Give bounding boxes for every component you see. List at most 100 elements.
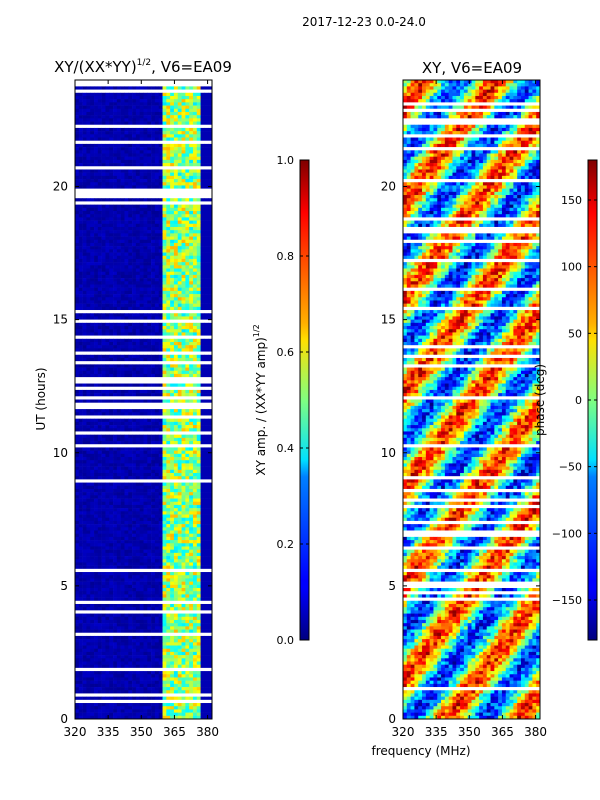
amp-heatmap-cell <box>158 329 163 333</box>
amp-heatmap-cell <box>120 575 125 579</box>
amp-heatmap-cell <box>208 258 213 263</box>
amp-heatmap-cell <box>113 517 118 522</box>
amp-heatmap-cell <box>162 511 167 515</box>
amp-heatmap-cell <box>185 399 190 403</box>
amp-heatmap-cell <box>78 565 83 570</box>
amp-heatmap-cell <box>132 175 137 180</box>
amp-heatmap-cell <box>162 214 167 218</box>
amp-heatmap-cell <box>75 588 80 592</box>
amp-heatmap-cell <box>116 584 121 589</box>
amp-heatmap-cell <box>154 163 160 167</box>
amp-heatmap-cell <box>162 603 167 608</box>
amp-heatmap-cell <box>75 230 80 234</box>
amp-heatmap-cell <box>173 348 179 352</box>
amp-heatmap-cell <box>177 540 182 544</box>
amp-heatmap-cell <box>113 246 118 250</box>
amp-heatmap-cell <box>113 252 118 257</box>
amp-heatmap-cell <box>170 207 175 212</box>
amp-heatmap-cell <box>166 594 171 598</box>
amp-heatmap-cell <box>151 153 156 157</box>
amp-heatmap-cell <box>204 543 209 547</box>
amp-heatmap-cell <box>204 466 209 471</box>
amp-heatmap-cell <box>86 549 91 554</box>
amp-heatmap-cell <box>139 86 144 90</box>
amp-heatmap-cell <box>132 300 137 304</box>
amp-heatmap-cell <box>97 488 102 493</box>
amp-heatmap-cell <box>75 297 80 301</box>
amp-heatmap-cell <box>204 393 209 397</box>
amp-heatmap-cell <box>162 236 167 241</box>
amp-heatmap-cell <box>208 274 213 279</box>
amp-heatmap-cell <box>75 92 80 97</box>
amp-heatmap-cell <box>170 556 175 560</box>
amp-heatmap-cell <box>132 482 137 487</box>
amp-heatmap-cell <box>75 508 80 512</box>
amp-heatmap-cell <box>208 345 213 349</box>
amp-heatmap-cell <box>139 575 144 579</box>
amp-heatmap-cell <box>78 559 83 563</box>
amp-heatmap-cell <box>143 594 148 598</box>
amp-heatmap-cell <box>75 418 80 423</box>
amp-heatmap-cell <box>200 572 205 576</box>
amp-heatmap-cell <box>200 524 205 528</box>
amp-heatmap-cell <box>139 533 144 538</box>
amp-heatmap-cell <box>105 182 110 186</box>
amp-heatmap-cell <box>143 313 148 317</box>
amp-heatmap-cell <box>94 495 99 499</box>
amp-heatmap-cell <box>154 546 160 550</box>
amp-heatmap-cell <box>189 204 194 209</box>
amp-heatmap-cell <box>105 220 110 225</box>
amp-heatmap-cell <box>147 169 152 173</box>
amp-heatmap-cell <box>143 530 148 534</box>
amp-heatmap-cell <box>82 457 87 461</box>
amp-heatmap-cell <box>158 210 163 215</box>
amp-heatmap-cell <box>166 575 171 579</box>
amp-heatmap-cell <box>116 517 121 522</box>
amp-heatmap-cell <box>143 597 148 602</box>
amp-heatmap-cell <box>158 393 163 397</box>
amp-heatmap-cell <box>120 514 125 519</box>
amp-heatmap-cell <box>177 498 182 503</box>
amp-heatmap-cell <box>120 492 125 496</box>
amp-heatmap-cell <box>120 572 125 576</box>
amp-heatmap-cell <box>158 597 163 602</box>
amp-heatmap-cell <box>147 578 152 582</box>
amp-heatmap-cell <box>82 603 87 608</box>
amp-heatmap-cell <box>132 492 137 496</box>
amp-heatmap-cell <box>177 111 182 116</box>
amp-heatmap-cell <box>75 447 80 451</box>
amp-heatmap-cell <box>97 236 102 241</box>
amp-heatmap-cell <box>113 552 118 557</box>
amp-heatmap-cell <box>135 575 140 579</box>
amp-heatmap-cell <box>147 460 152 464</box>
amp-heatmap-cell <box>158 150 163 154</box>
amp-heatmap-cell <box>208 565 213 570</box>
amp-heatmap-cell <box>154 559 160 563</box>
amp-heatmap-cell <box>78 575 83 579</box>
amp-heatmap-cell <box>143 226 148 231</box>
amp-heatmap-cell <box>120 597 125 602</box>
amp-heatmap-cell <box>177 262 182 266</box>
amp-heatmap-cell <box>116 425 121 429</box>
amp-heatmap-cell <box>135 274 140 279</box>
amp-heatmap-cell <box>189 492 194 496</box>
amp-heatmap-cell <box>105 265 110 269</box>
amp-heatmap-cell <box>90 179 95 183</box>
amp-heatmap-cell <box>94 233 99 237</box>
amp-heatmap-cell <box>90 326 95 330</box>
amp-heatmap-cell <box>109 137 114 142</box>
amp-heatmap-cell <box>101 210 106 215</box>
amp-heatmap-cell <box>173 156 179 161</box>
amp-heatmap-cell <box>192 364 198 368</box>
amp-heatmap-cell <box>154 217 160 221</box>
amp-heatmap-cell <box>189 236 194 241</box>
amp-heatmap-cell <box>86 556 91 560</box>
amp-heatmap-cell <box>185 546 190 550</box>
amp-heatmap-cell <box>173 306 179 311</box>
amp-heatmap-cell <box>124 153 129 157</box>
amp-heatmap-cell <box>192 527 198 531</box>
amp-heatmap-cell <box>78 425 83 429</box>
amp-heatmap-cell <box>78 460 83 464</box>
amp-heatmap-cell <box>192 540 198 544</box>
amp-heatmap-cell <box>162 134 167 138</box>
